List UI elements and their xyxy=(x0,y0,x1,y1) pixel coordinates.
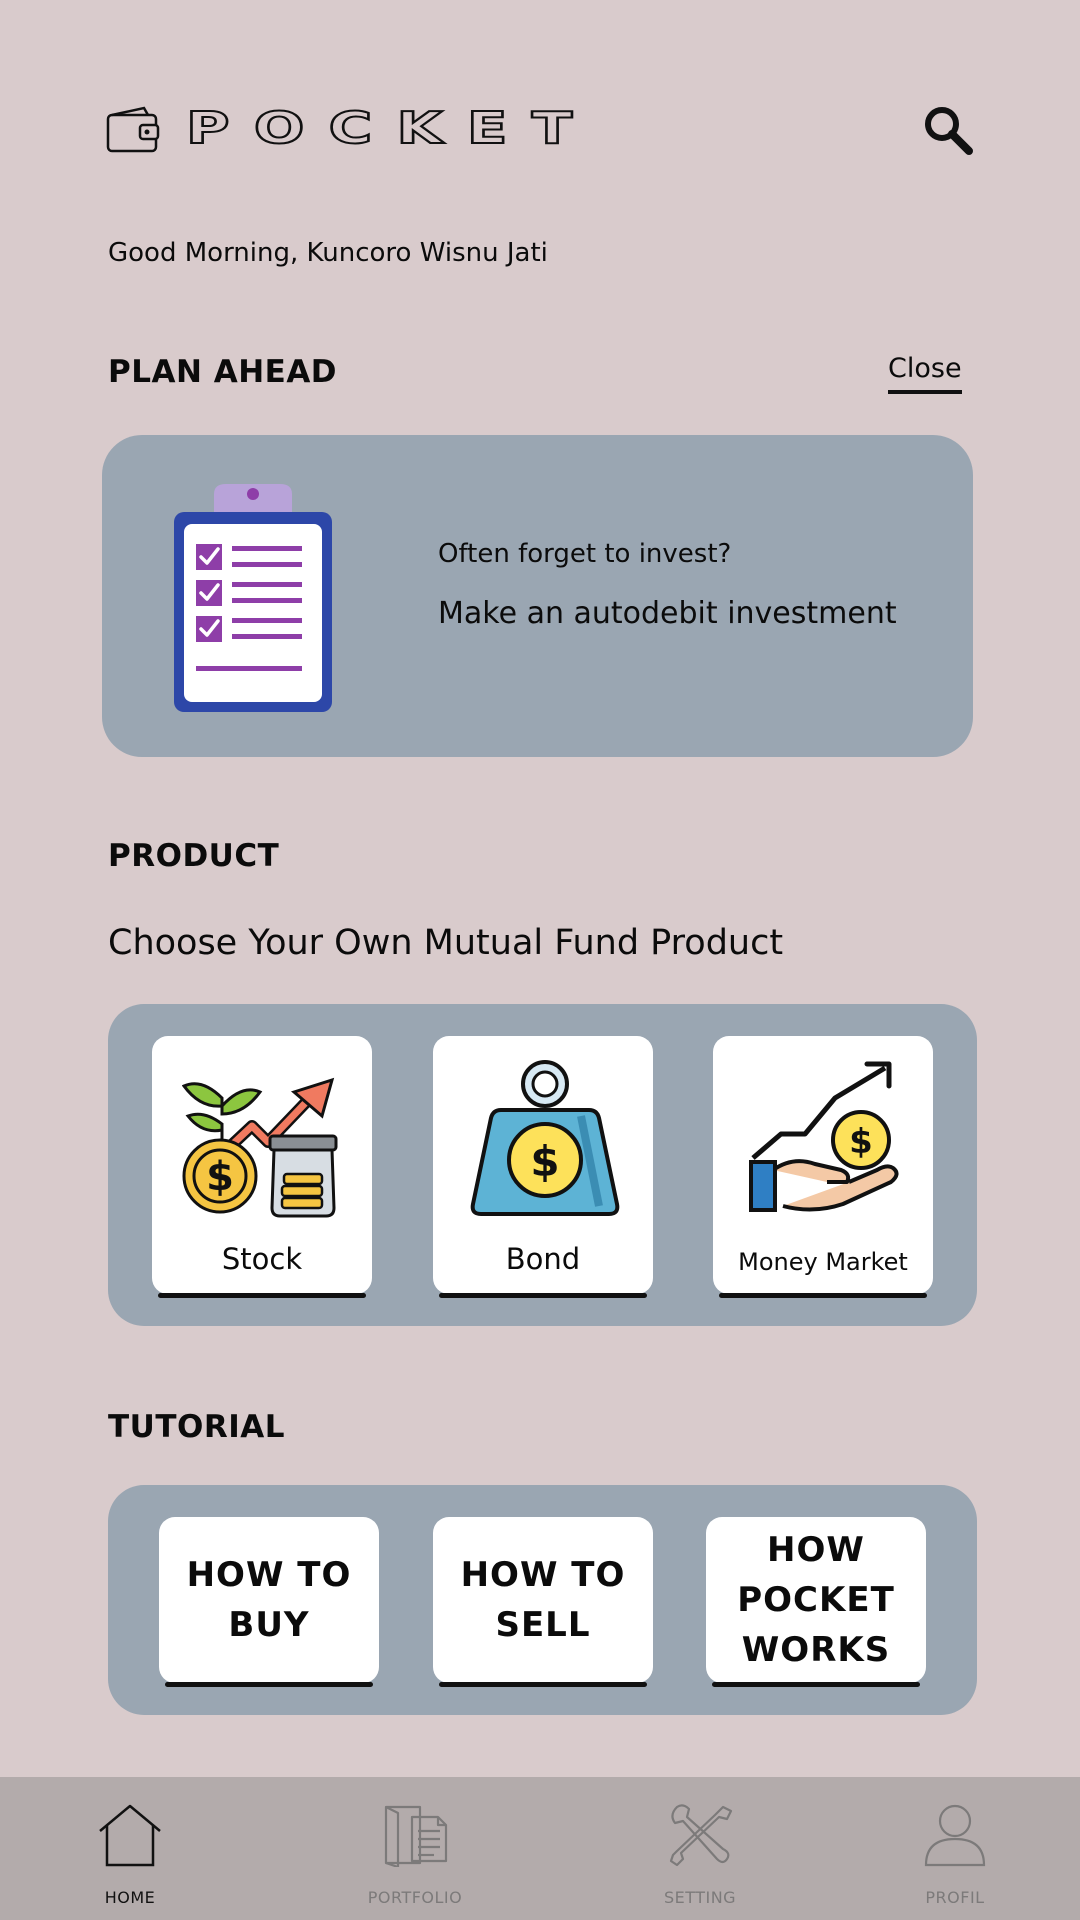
tutorial-how-to-sell[interactable]: HOW TO SELL xyxy=(433,1517,653,1687)
stock-growth-icon: $ xyxy=(182,1077,338,1218)
nav-label-setting: SETTING xyxy=(663,1888,737,1907)
plan-cta-text: Make an autodebit investment xyxy=(438,596,897,631)
close-button[interactable]: Close xyxy=(888,353,962,394)
svg-text:$: $ xyxy=(530,1137,559,1186)
app-header: POCKET xyxy=(0,0,1080,230)
greeting-text: Good Morning, Kuncoro Wisnu Jati xyxy=(108,238,548,268)
search-icon[interactable] xyxy=(922,104,974,156)
product-card-money-market[interactable]: $ Money Market xyxy=(713,1036,933,1298)
plan-ahead-title: PLAN AHEAD xyxy=(108,354,338,390)
nav-label-portfolio: PORTFOLIO xyxy=(367,1888,463,1907)
nav-setting[interactable]: SETTING xyxy=(600,1777,800,1920)
home-icon xyxy=(99,1804,161,1867)
product-card-bond[interactable]: $ Bond xyxy=(433,1036,653,1298)
tutorial-label: HOW POCKET WORKS xyxy=(737,1530,895,1670)
nav-label-profil: PROFIL xyxy=(925,1888,985,1907)
product-title: PRODUCT xyxy=(108,838,280,874)
svg-text:$: $ xyxy=(849,1122,873,1162)
tutorial-how-to-buy[interactable]: HOW TO BUY xyxy=(159,1517,379,1687)
autodebit-card[interactable]: Often forget to invest? Make an autodebi… xyxy=(102,435,973,757)
product-label-stock: Stock xyxy=(221,1242,303,1276)
product-card-stock[interactable]: $ Stock xyxy=(152,1036,372,1298)
tutorial-title: TUTORIAL xyxy=(108,1409,285,1445)
product-panel: $ Stock $ Bond $ Money Market xyxy=(108,1004,977,1326)
tutorial-label: HOW TO SELL xyxy=(460,1555,626,1645)
plan-question: Often forget to invest? xyxy=(438,539,732,569)
settings-tools-icon xyxy=(669,1804,733,1867)
app-name: POCKET xyxy=(185,103,597,154)
app-logo: POCKET xyxy=(106,105,574,153)
product-label-money-market: Money Market xyxy=(738,1248,908,1276)
tutorial-panel: HOW TO BUY HOW TO SELL HOW POCKET WORKS xyxy=(108,1485,977,1715)
product-subtitle: Choose Your Own Mutual Fund Product xyxy=(108,923,784,963)
product-label-bond: Bond xyxy=(505,1242,581,1276)
nav-profil[interactable]: PROFIL xyxy=(855,1777,1055,1920)
bond-weight-icon: $ xyxy=(470,1060,620,1216)
tutorial-how-pocket-works[interactable]: HOW POCKET WORKS xyxy=(706,1517,926,1687)
portfolio-icon xyxy=(384,1805,448,1867)
nav-portfolio[interactable]: PORTFOLIO xyxy=(315,1777,515,1920)
nav-label-home: HOME xyxy=(104,1888,156,1907)
nav-home[interactable]: HOME xyxy=(30,1777,230,1920)
money-market-hand-icon: $ xyxy=(749,1061,899,1212)
clipboard-checklist-icon xyxy=(174,484,332,712)
wallet-icon xyxy=(106,106,160,153)
tutorial-label: HOW TO BUY xyxy=(186,1555,352,1645)
bottom-navigation: HOME PORTFOLIO SETTING xyxy=(0,1777,1080,1920)
svg-text:$: $ xyxy=(206,1154,234,1200)
profile-icon xyxy=(924,1804,986,1867)
